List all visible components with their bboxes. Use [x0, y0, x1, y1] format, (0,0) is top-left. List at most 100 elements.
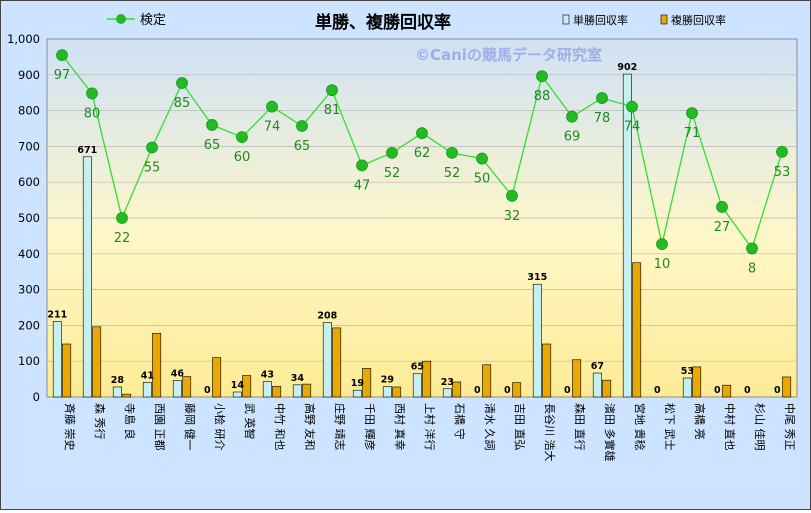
bar-win — [232, 391, 242, 398]
test-point-label: 81 — [324, 103, 341, 118]
test-point-label: 27 — [714, 220, 731, 235]
test-point-label: 8 — [748, 261, 756, 276]
legend-dot-swatch — [116, 14, 126, 24]
x-tick-label: 西村 真幸 — [393, 403, 407, 451]
bar-value-label: 0 — [774, 385, 781, 396]
bar-place — [62, 343, 72, 398]
bar-place — [482, 364, 492, 398]
test-point — [266, 100, 278, 113]
y-tick-label: 1,000 — [7, 32, 40, 46]
bar-place — [272, 385, 282, 398]
bar-win — [682, 377, 692, 398]
test-point-label: 85 — [174, 96, 191, 111]
test-line-series: 97 80 22 55 85 65 60 74 65 81 47 52 62 52 50 32 88 69 78 74… — [54, 49, 791, 276]
y-tick-label: 900 — [18, 68, 40, 82]
y-tick-label: 400 — [18, 247, 40, 261]
test-point-label: 53 — [774, 165, 791, 180]
test-point — [746, 242, 758, 255]
test-point — [206, 119, 218, 131]
test-point — [536, 70, 548, 83]
bar-value-label: 65 — [411, 362, 424, 373]
bar-win — [52, 321, 62, 398]
test-point — [116, 212, 128, 224]
x-tick-label: 高野 友和 — [303, 403, 317, 451]
test-point-label: 32 — [504, 209, 521, 224]
bar-value-label: 208 — [317, 311, 337, 322]
test-point — [596, 92, 608, 104]
bar-place — [422, 360, 432, 398]
y-tick-label: 600 — [18, 175, 40, 189]
bar-value-label: 0 — [714, 385, 721, 396]
x-tick-label: 森 秀行 — [93, 403, 107, 440]
bar-value-label: 29 — [381, 375, 394, 386]
bar-place — [572, 359, 582, 398]
test-point-label: 60 — [234, 150, 251, 165]
bar-win — [82, 156, 92, 398]
x-tick-label: 中尾 秀正 — [783, 403, 796, 451]
test-point-label: 78 — [594, 111, 611, 126]
test-point-label: 55 — [144, 160, 161, 175]
bar-value-label: 14 — [231, 380, 245, 391]
bar-win — [442, 388, 452, 398]
legend-label-test: 検定 — [140, 13, 166, 28]
bar-place — [212, 357, 222, 398]
y-axis-tick-labels: 0 100 200 300 400 500 600 700 800 900 1,000 — [7, 32, 40, 404]
test-point-label: 52 — [384, 166, 401, 181]
bar-place — [302, 383, 312, 398]
test-point-label: 10 — [654, 257, 671, 272]
bar-win — [322, 322, 332, 398]
y-tick-label: 300 — [18, 283, 40, 297]
bar-place — [242, 375, 252, 398]
test-point — [506, 189, 518, 202]
bar-value-label: 43 — [261, 370, 274, 381]
test-point-label: 71 — [684, 126, 701, 141]
x-tick-label: 斉藤 崇史 — [63, 403, 77, 451]
grid — [47, 74, 797, 362]
legend: 検定 単勝回収率 複勝回収率 — [107, 13, 726, 28]
bar-value-label: 0 — [654, 385, 661, 396]
test-point-label: 74 — [264, 120, 281, 135]
test-point-label: 69 — [564, 130, 581, 145]
bar-win — [352, 389, 362, 398]
test-point — [296, 120, 308, 132]
x-tick-label: 藤岡 健一 — [183, 403, 196, 451]
bar-place — [602, 379, 612, 398]
x-tick-label: 長谷川 浩大 — [543, 403, 557, 462]
x-tick-label: 中竹 和也 — [273, 403, 287, 451]
bar-value-label: 0 — [564, 385, 571, 396]
test-point-label: 62 — [414, 146, 431, 161]
bar-value-label: 0 — [504, 385, 511, 396]
bar-value-label: 0 — [474, 385, 481, 396]
bar-value-label: 53 — [681, 366, 694, 377]
test-point — [236, 131, 248, 143]
x-tick-label: 庄野 靖志 — [333, 403, 347, 451]
x-tick-label: 中村 直也 — [723, 403, 737, 451]
x-tick-label: 吉田 直弘 — [513, 403, 527, 451]
x-tick-label: 千田 輝彦 — [363, 403, 377, 451]
test-point — [56, 49, 68, 62]
bar-place — [512, 382, 522, 398]
x-tick-label: 上村 洋行 — [423, 403, 437, 451]
test-point-label: 74 — [624, 120, 641, 135]
bar-win — [382, 386, 392, 398]
bar-place — [782, 376, 792, 398]
watermark: ©Caniの競馬データ研究室 — [415, 46, 602, 64]
x-tick-label: 武 英智 — [243, 403, 257, 440]
bar-value-label: 28 — [111, 375, 125, 386]
test-point-label: 52 — [444, 166, 461, 181]
x-tick-label: 杉山 佳明 — [753, 403, 767, 451]
y-tick-label: 100 — [18, 354, 40, 368]
x-tick-label: 宮地 貴稔 — [633, 403, 647, 451]
test-point — [776, 145, 788, 158]
test-point — [176, 77, 188, 89]
y-tick-label: 700 — [18, 139, 40, 153]
test-point — [626, 100, 638, 113]
bar-win — [172, 380, 182, 398]
bar-win — [112, 386, 122, 398]
test-point — [356, 159, 368, 172]
bar-value-label: 902 — [617, 62, 637, 73]
bar-win — [532, 283, 542, 398]
x-axis-tick-labels: 斉藤 崇史 森 秀行 寺島 良 西園 正都 藤岡 健一 小桧 研介 武 英智 中竹 和也 高野 … — [63, 403, 796, 462]
